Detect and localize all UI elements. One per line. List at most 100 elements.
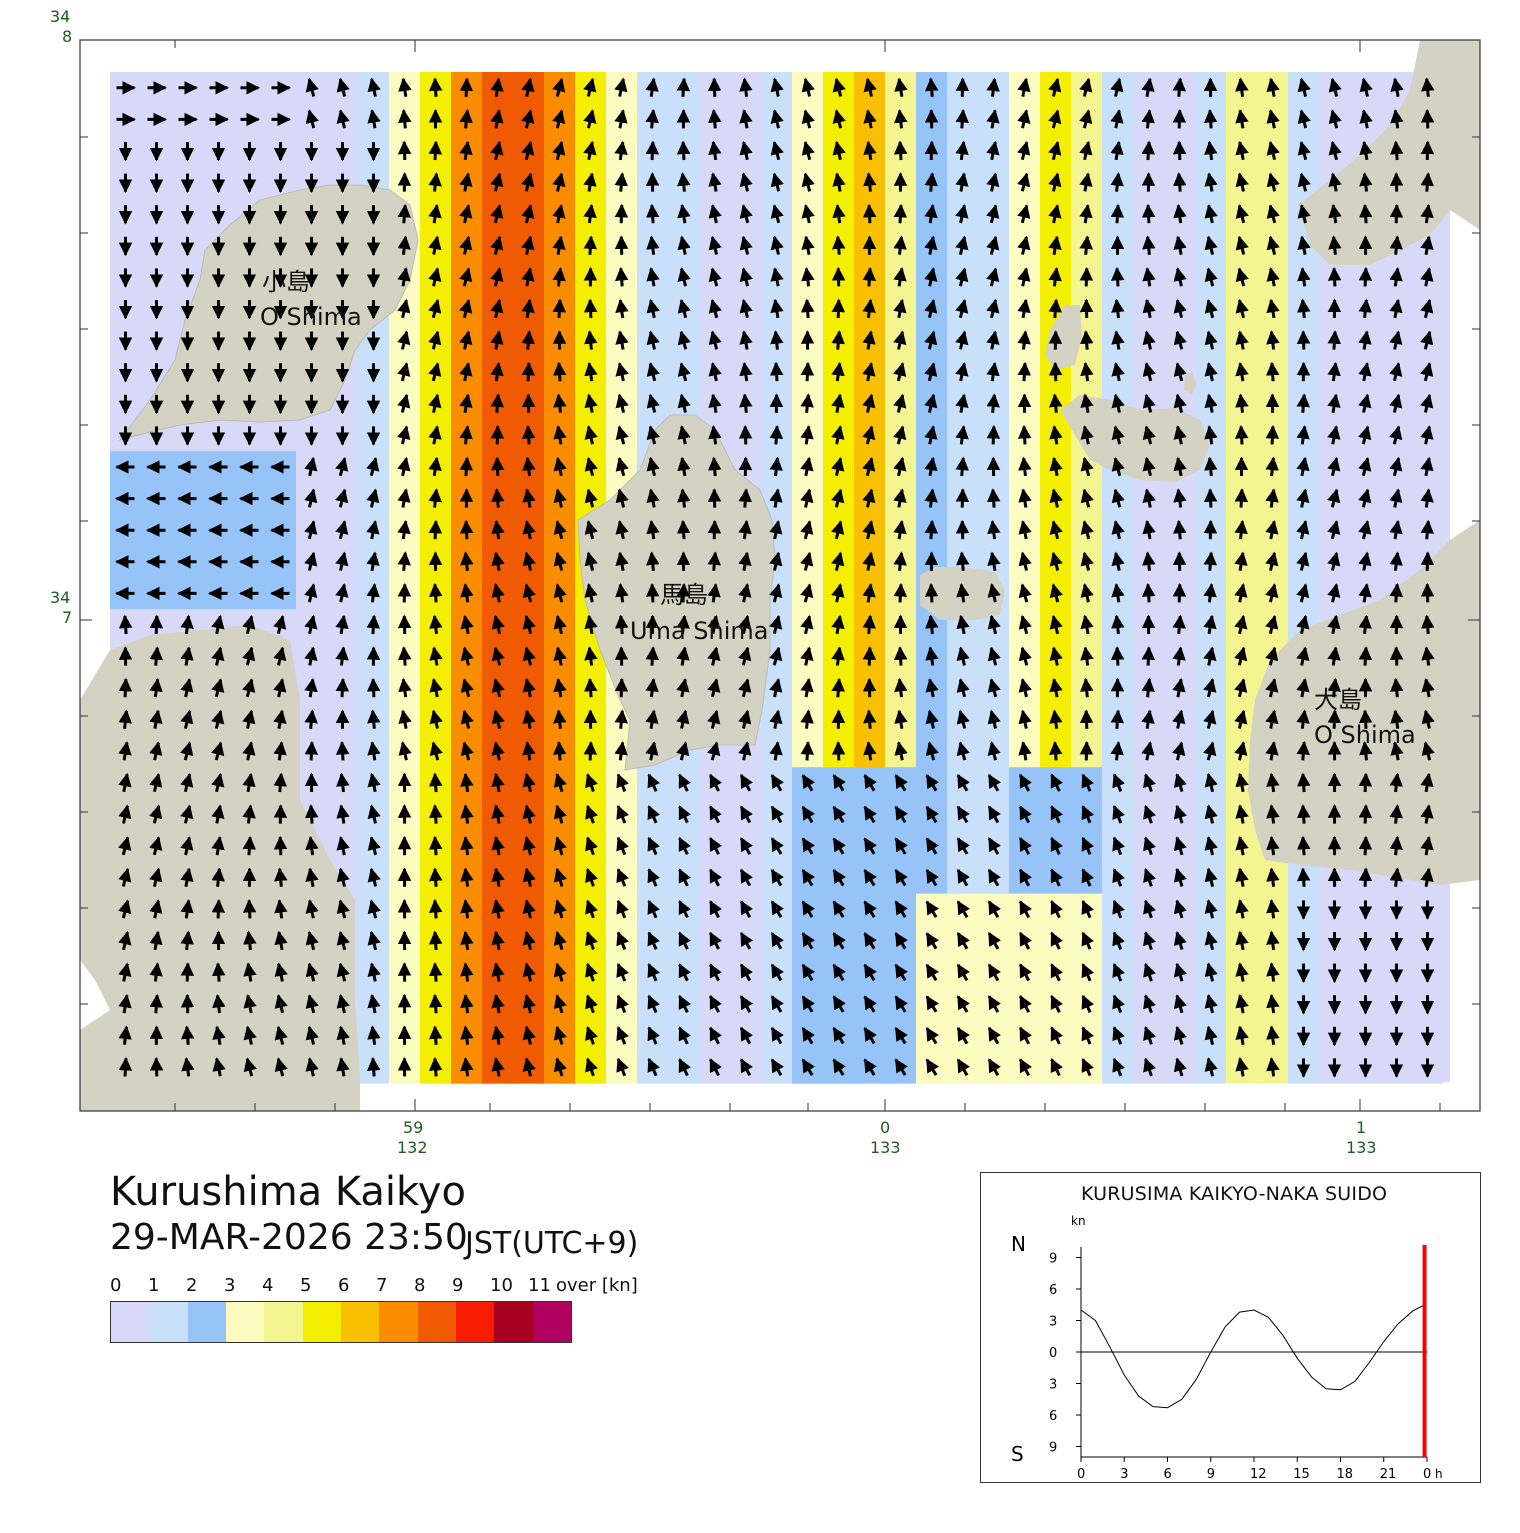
x-tick-label: 21 — [1380, 1467, 1397, 1482]
current-arrow — [925, 614, 939, 635]
x-tick-label: 15 — [1293, 1467, 1310, 1482]
current-arrow — [800, 741, 815, 761]
current-arrow — [243, 930, 257, 951]
current-arrow — [1358, 614, 1372, 635]
current-arrow — [1389, 583, 1403, 603]
current-arrow — [398, 109, 412, 129]
current-arrow — [893, 551, 907, 571]
current-arrow — [707, 551, 721, 571]
legend-over-label: over [kn] — [556, 1275, 638, 1296]
lat-label-mid-deg: 34 — [50, 588, 70, 607]
graph-axes — [1080, 1247, 1427, 1458]
current-arrow — [553, 393, 567, 413]
x-tick-label: 6 — [1164, 1467, 1172, 1482]
current-arrow — [336, 772, 350, 793]
x-tick-label: 0 — [1423, 1467, 1431, 1482]
current-arrow — [1296, 867, 1311, 887]
y-tick-label: 3 — [1049, 1378, 1057, 1393]
current-arrow — [1420, 551, 1435, 571]
current-arrow — [708, 109, 722, 129]
current-arrow — [1358, 203, 1373, 224]
current-arrow — [428, 867, 443, 887]
current-arrow — [149, 993, 163, 1014]
legend-swatch — [417, 1302, 456, 1342]
current-arrow — [924, 519, 939, 540]
current-arrow — [397, 203, 411, 224]
current-arrow — [1048, 361, 1063, 382]
current-arrow — [1172, 614, 1186, 635]
timezone: JST(UTC+9) — [465, 1226, 639, 1261]
current-arrow — [1203, 488, 1218, 508]
current-arrow — [211, 867, 225, 887]
current-arrow — [521, 425, 536, 445]
current-arrow — [1172, 109, 1187, 129]
current-arrow — [1327, 330, 1342, 350]
current-arrow — [1173, 172, 1187, 192]
current-arrow — [1358, 772, 1373, 793]
current-arrow — [614, 203, 629, 224]
current-arrow — [397, 583, 412, 603]
current-arrow — [583, 298, 598, 319]
current-arrow — [1389, 804, 1403, 824]
current-arrow — [676, 77, 691, 97]
legend-swatch — [340, 1302, 380, 1342]
current-arrow — [304, 741, 319, 761]
current-arrow — [986, 425, 1001, 445]
current-arrow — [118, 677, 133, 698]
current-arrow — [583, 741, 598, 761]
current-arrow — [521, 330, 535, 350]
current-arrow — [862, 267, 877, 287]
current-arrow — [862, 646, 877, 666]
legend-swatch — [149, 1302, 188, 1342]
current-arrow — [893, 140, 908, 161]
current-arrow — [212, 993, 226, 1014]
current-arrow — [1111, 614, 1125, 635]
current-arrow — [708, 456, 722, 477]
legend-tick: 0 — [110, 1275, 122, 1296]
current-arrow — [1110, 741, 1124, 761]
current-arrow — [832, 235, 846, 255]
current-arrow — [677, 172, 691, 192]
current-arrow — [956, 551, 970, 571]
current-arrow — [1235, 77, 1249, 97]
current-arrow — [552, 298, 567, 319]
current-arrow — [429, 614, 443, 635]
current-arrow — [1234, 488, 1249, 508]
current-arrow — [428, 962, 443, 982]
current-arrow — [366, 614, 381, 635]
current-arrow — [614, 172, 628, 192]
current-arrow — [924, 172, 938, 192]
current-arrow — [428, 772, 443, 793]
current-arrow — [1141, 140, 1156, 161]
current-arrow — [1390, 140, 1404, 161]
current-arrow — [676, 519, 691, 540]
current-arrow — [428, 835, 443, 856]
current-arrow — [1265, 456, 1279, 477]
current-arrow — [1420, 109, 1435, 129]
y-tick-label: 9 — [1049, 1252, 1057, 1267]
lat-label-mid-min: 7 — [62, 608, 72, 627]
current-arrow — [615, 267, 629, 287]
legend-swatch — [379, 1302, 418, 1342]
x-tick-label: 18 — [1337, 1467, 1354, 1482]
current-arrow — [1172, 77, 1186, 97]
current-arrow — [862, 203, 877, 224]
current-arrow — [459, 77, 474, 97]
current-arrow — [645, 140, 660, 161]
current-arrow — [1141, 583, 1156, 603]
current-arrow — [863, 172, 877, 192]
current-arrow — [770, 330, 784, 350]
current-arrow — [1173, 519, 1187, 540]
current-arrow — [1389, 203, 1404, 224]
current-arrow — [1389, 235, 1403, 255]
current-arrow — [645, 203, 660, 224]
south-label: S — [1011, 1442, 1024, 1466]
current-arrow — [273, 835, 288, 856]
lon-label-1-deg: 132 — [397, 1138, 428, 1157]
legend-swatch — [302, 1302, 341, 1342]
current-arrow — [1296, 804, 1311, 824]
current-arrow — [490, 456, 505, 477]
current-arrow — [893, 203, 908, 224]
current-arrow — [1421, 614, 1435, 635]
